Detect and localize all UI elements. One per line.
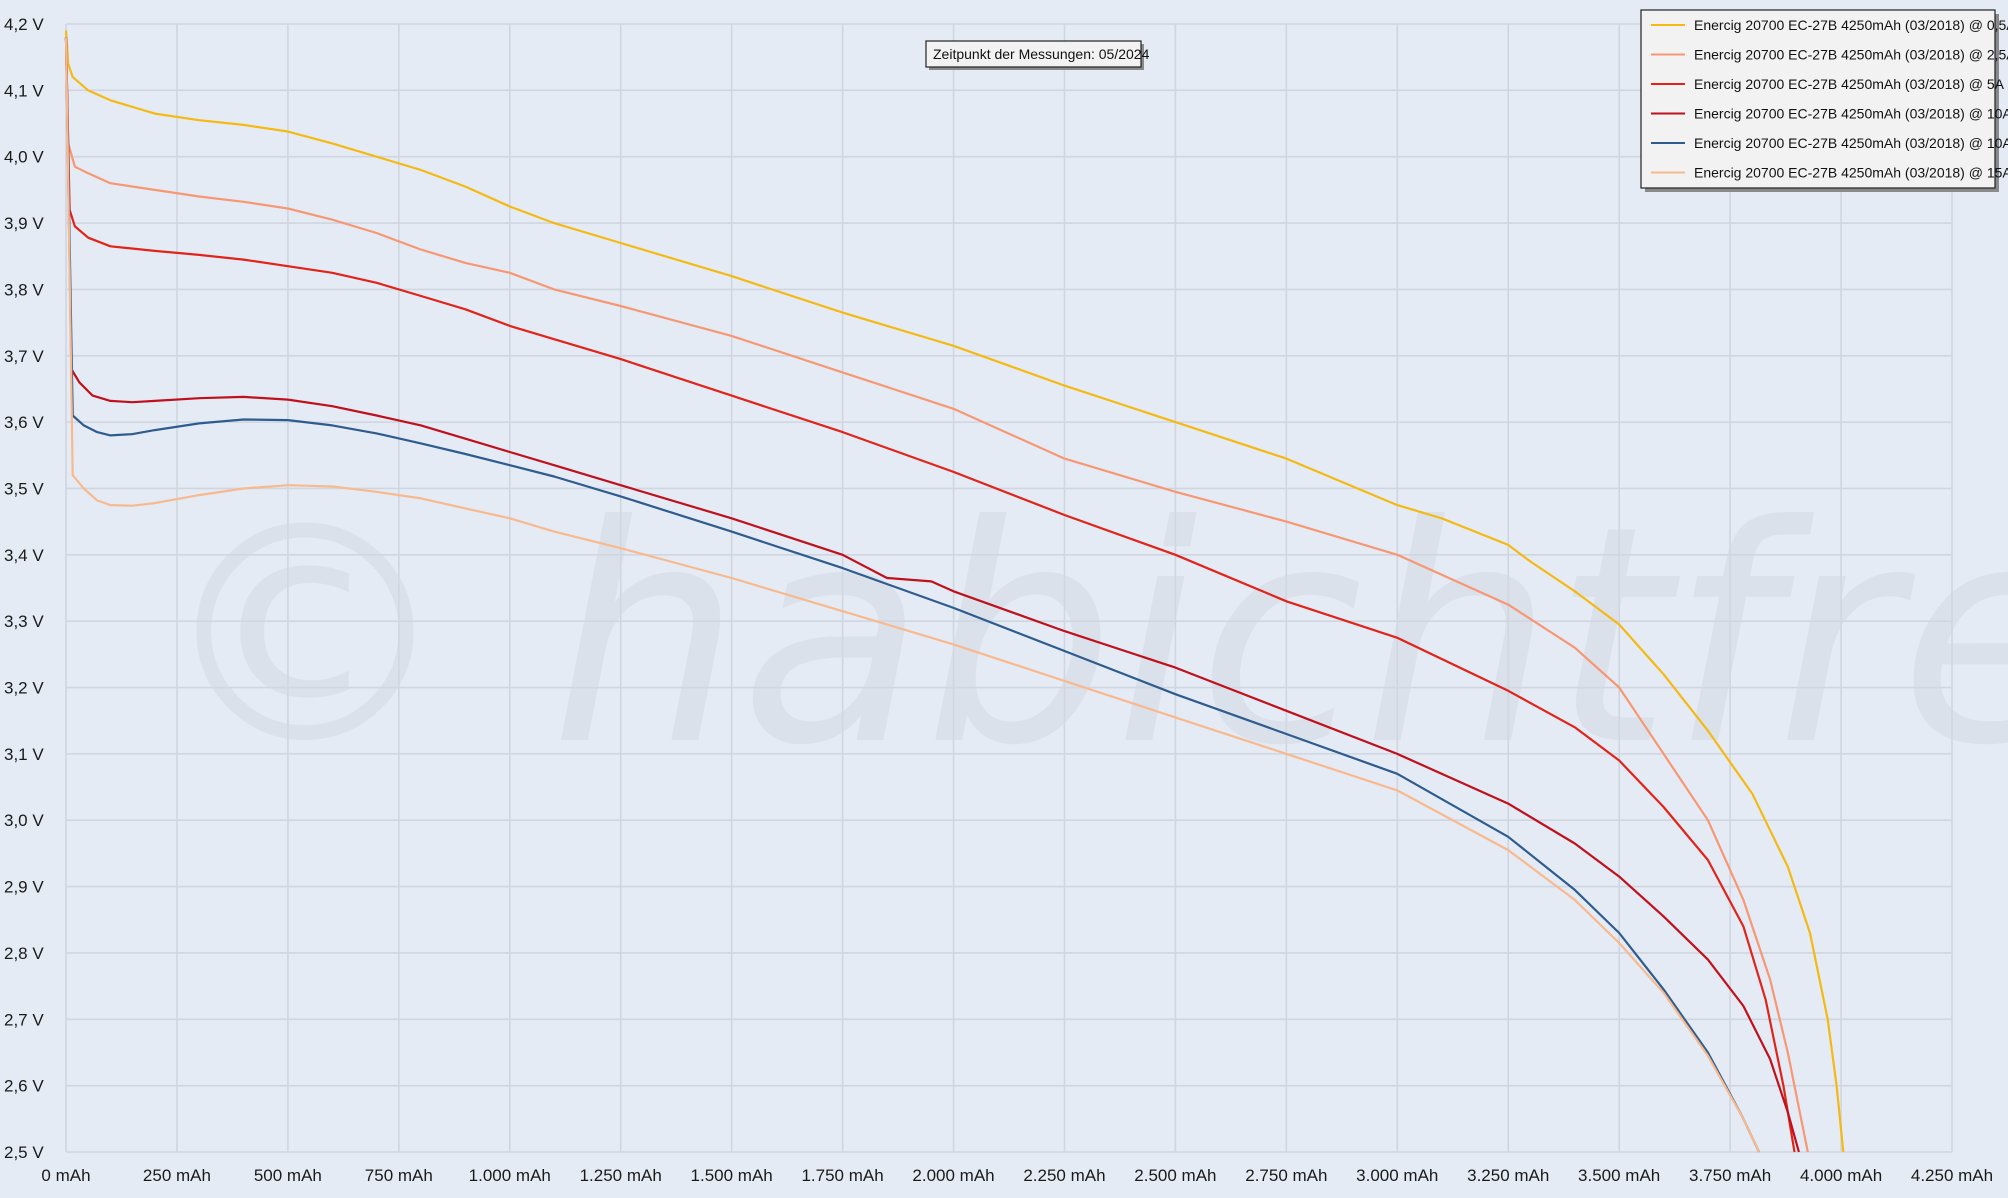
y-tick-label: 3,5 V xyxy=(4,479,44,498)
x-tick-label: 3.000 mAh xyxy=(1356,1166,1438,1185)
series-line-2 xyxy=(64,37,1809,1153)
y-tick-label: 3,4 V xyxy=(4,546,44,565)
series-line-5 xyxy=(64,37,1760,1153)
y-tick-label: 3,6 V xyxy=(4,413,44,432)
x-tick-label: 250 mAh xyxy=(143,1166,211,1185)
legend-label: Enercig 20700 EC-27B 4250mAh (03/2018) @… xyxy=(1694,135,2008,151)
series-lines xyxy=(64,30,1845,1153)
x-tick-label: 3.750 mAh xyxy=(1689,1166,1771,1185)
y-tick-label: 4,0 V xyxy=(4,148,44,167)
note-box xyxy=(925,40,1142,68)
y-tick-label: 3,2 V xyxy=(4,679,44,698)
legend-label: Enercig 20700 EC-27B 4250mAh (03/2018) @… xyxy=(1694,17,2008,33)
measurement-note: Zeitpunkt der Messungen: 05/2024 xyxy=(925,40,1150,70)
y-tick-label: 3,7 V xyxy=(4,347,44,366)
x-tick-label: 0 mAh xyxy=(41,1166,90,1185)
legend-box xyxy=(1640,9,1996,189)
grid xyxy=(65,23,1953,1153)
y-tick-label: 3,3 V xyxy=(4,612,44,631)
x-tick-label: 3.250 mAh xyxy=(1467,1166,1549,1185)
x-tick-label: 1.500 mAh xyxy=(691,1166,773,1185)
y-tick-label: 2,7 V xyxy=(4,1010,44,1029)
x-tick-label: 2.000 mAh xyxy=(912,1166,994,1185)
axes: 2,5 V 2,6 V 2,7 V 2,8 V 2,9 V 3,0 V 3,1 V 3,2 V… xyxy=(4,15,1993,1185)
y-tick-label: 2,5 V xyxy=(4,1143,44,1162)
x-tick-label: 2.750 mAh xyxy=(1245,1166,1327,1185)
legend-label: Enercig 20700 EC-27B 4250mAh (03/2018) @… xyxy=(1694,165,2008,181)
y-tick-label: 2,8 V xyxy=(4,944,44,963)
legend-label: Enercig 20700 EC-27B 4250mAh (03/2018) @… xyxy=(1694,106,2008,122)
y-tick-label: 2,6 V xyxy=(4,1077,44,1096)
y-tick-label: 2,9 V xyxy=(4,878,44,897)
y-tick-label: 3,8 V xyxy=(4,280,44,299)
series-line-4 xyxy=(64,37,1800,1153)
y-tick-label: 3,9 V xyxy=(4,214,44,233)
x-tick-label: 1.250 mAh xyxy=(580,1166,662,1185)
x-tick-label: 1.750 mAh xyxy=(801,1166,883,1185)
x-tick-label: 500 mAh xyxy=(254,1166,322,1185)
y-tick-label: 4,2 V xyxy=(4,15,44,34)
x-tick-label: 4.000 mAh xyxy=(1800,1166,1882,1185)
legend-label: Enercig 20700 EC-27B 4250mAh (03/2018) @… xyxy=(1694,47,2008,63)
note-text: Zeitpunkt der Messungen: 05/2024 xyxy=(933,46,1150,62)
legend-label: Enercig 20700 EC-27B 4250mAh (03/2018) @… xyxy=(1694,76,2005,92)
x-tick-label: 3.500 mAh xyxy=(1578,1166,1660,1185)
y-tick-label: 3,0 V xyxy=(4,811,44,830)
y-tick-label: 4,1 V xyxy=(4,81,44,100)
series-line-6 xyxy=(64,37,1760,1153)
legend: Enercig 20700 EC-27B 4250mAh (03/2018) @… xyxy=(1640,9,2008,192)
x-tick-label: 4.250 mAh xyxy=(1911,1166,1993,1185)
x-tick-label: 2.250 mAh xyxy=(1023,1166,1105,1185)
series-line-1 xyxy=(64,30,1845,1153)
y-tick-label: 3,1 V xyxy=(4,745,44,764)
series-line-3 xyxy=(64,37,1796,1153)
x-tick-label: 1.000 mAh xyxy=(469,1166,551,1185)
x-tick-label: 750 mAh xyxy=(365,1166,433,1185)
x-tick-label: 2.500 mAh xyxy=(1134,1166,1216,1185)
